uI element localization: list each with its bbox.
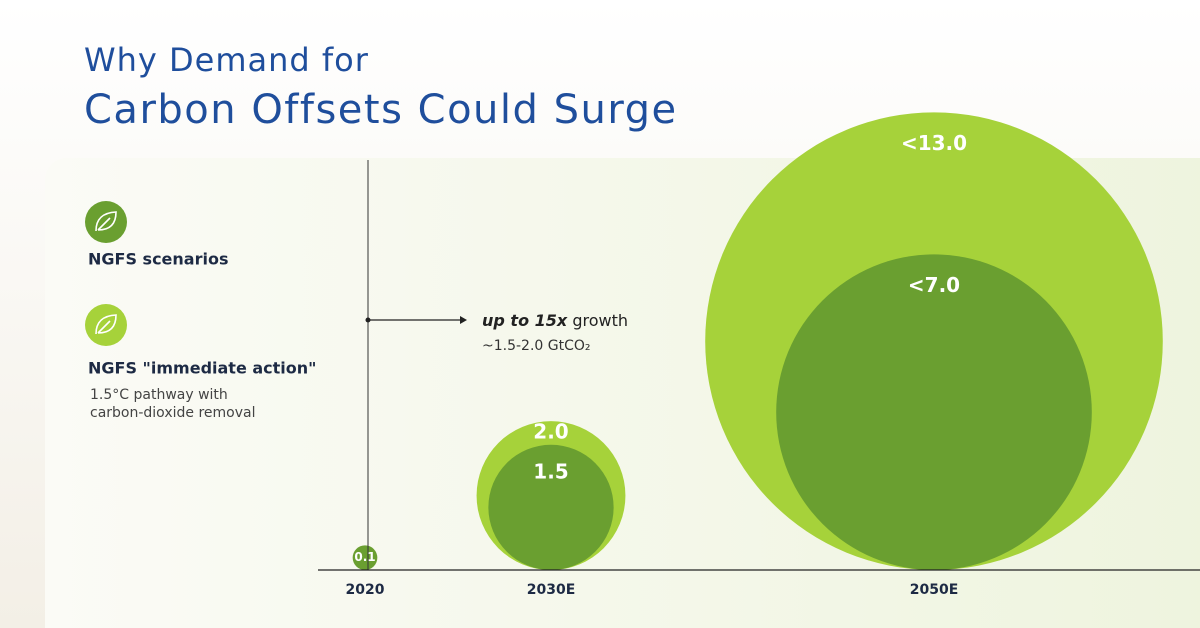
bubble xyxy=(488,444,614,570)
bubble xyxy=(352,545,378,570)
plot: 0.1 2.0 1.5 <13.0 <7.0 xyxy=(352,112,1163,570)
arrow-start xyxy=(365,317,371,323)
annotation: up to 15x growth xyxy=(482,311,628,330)
bubble xyxy=(776,254,1092,570)
value-label: 0.1 xyxy=(354,550,375,564)
legend-note: carbon-dioxide removal xyxy=(90,405,255,421)
arrow-head xyxy=(460,316,467,324)
title-line: Why Demand for xyxy=(84,41,369,79)
legend-label: NGFS scenarios xyxy=(88,250,228,269)
x-tick-label: 2030E xyxy=(527,582,576,598)
legend-note: 1.5°C pathway with xyxy=(90,387,228,403)
value-label: <13.0 xyxy=(901,131,967,155)
legend-leaf xyxy=(95,314,117,335)
legend-label: NGFS "immediate action" xyxy=(88,359,317,378)
annotation-emphasis: up to 15x xyxy=(482,311,568,330)
annotation-text: growth xyxy=(572,311,628,330)
legend-leaf xyxy=(95,211,117,232)
value-label: <7.0 xyxy=(908,273,960,297)
x-tick-label: 2050E xyxy=(910,582,959,598)
value-label: 1.5 xyxy=(533,459,568,483)
annotation-detail: ~1.5-2.0 GtCO₂ xyxy=(482,338,591,354)
title-line: Carbon Offsets Could Surge xyxy=(84,87,678,133)
value-label: 2.0 xyxy=(533,419,568,443)
x-tick-label: 2020 xyxy=(346,582,385,598)
